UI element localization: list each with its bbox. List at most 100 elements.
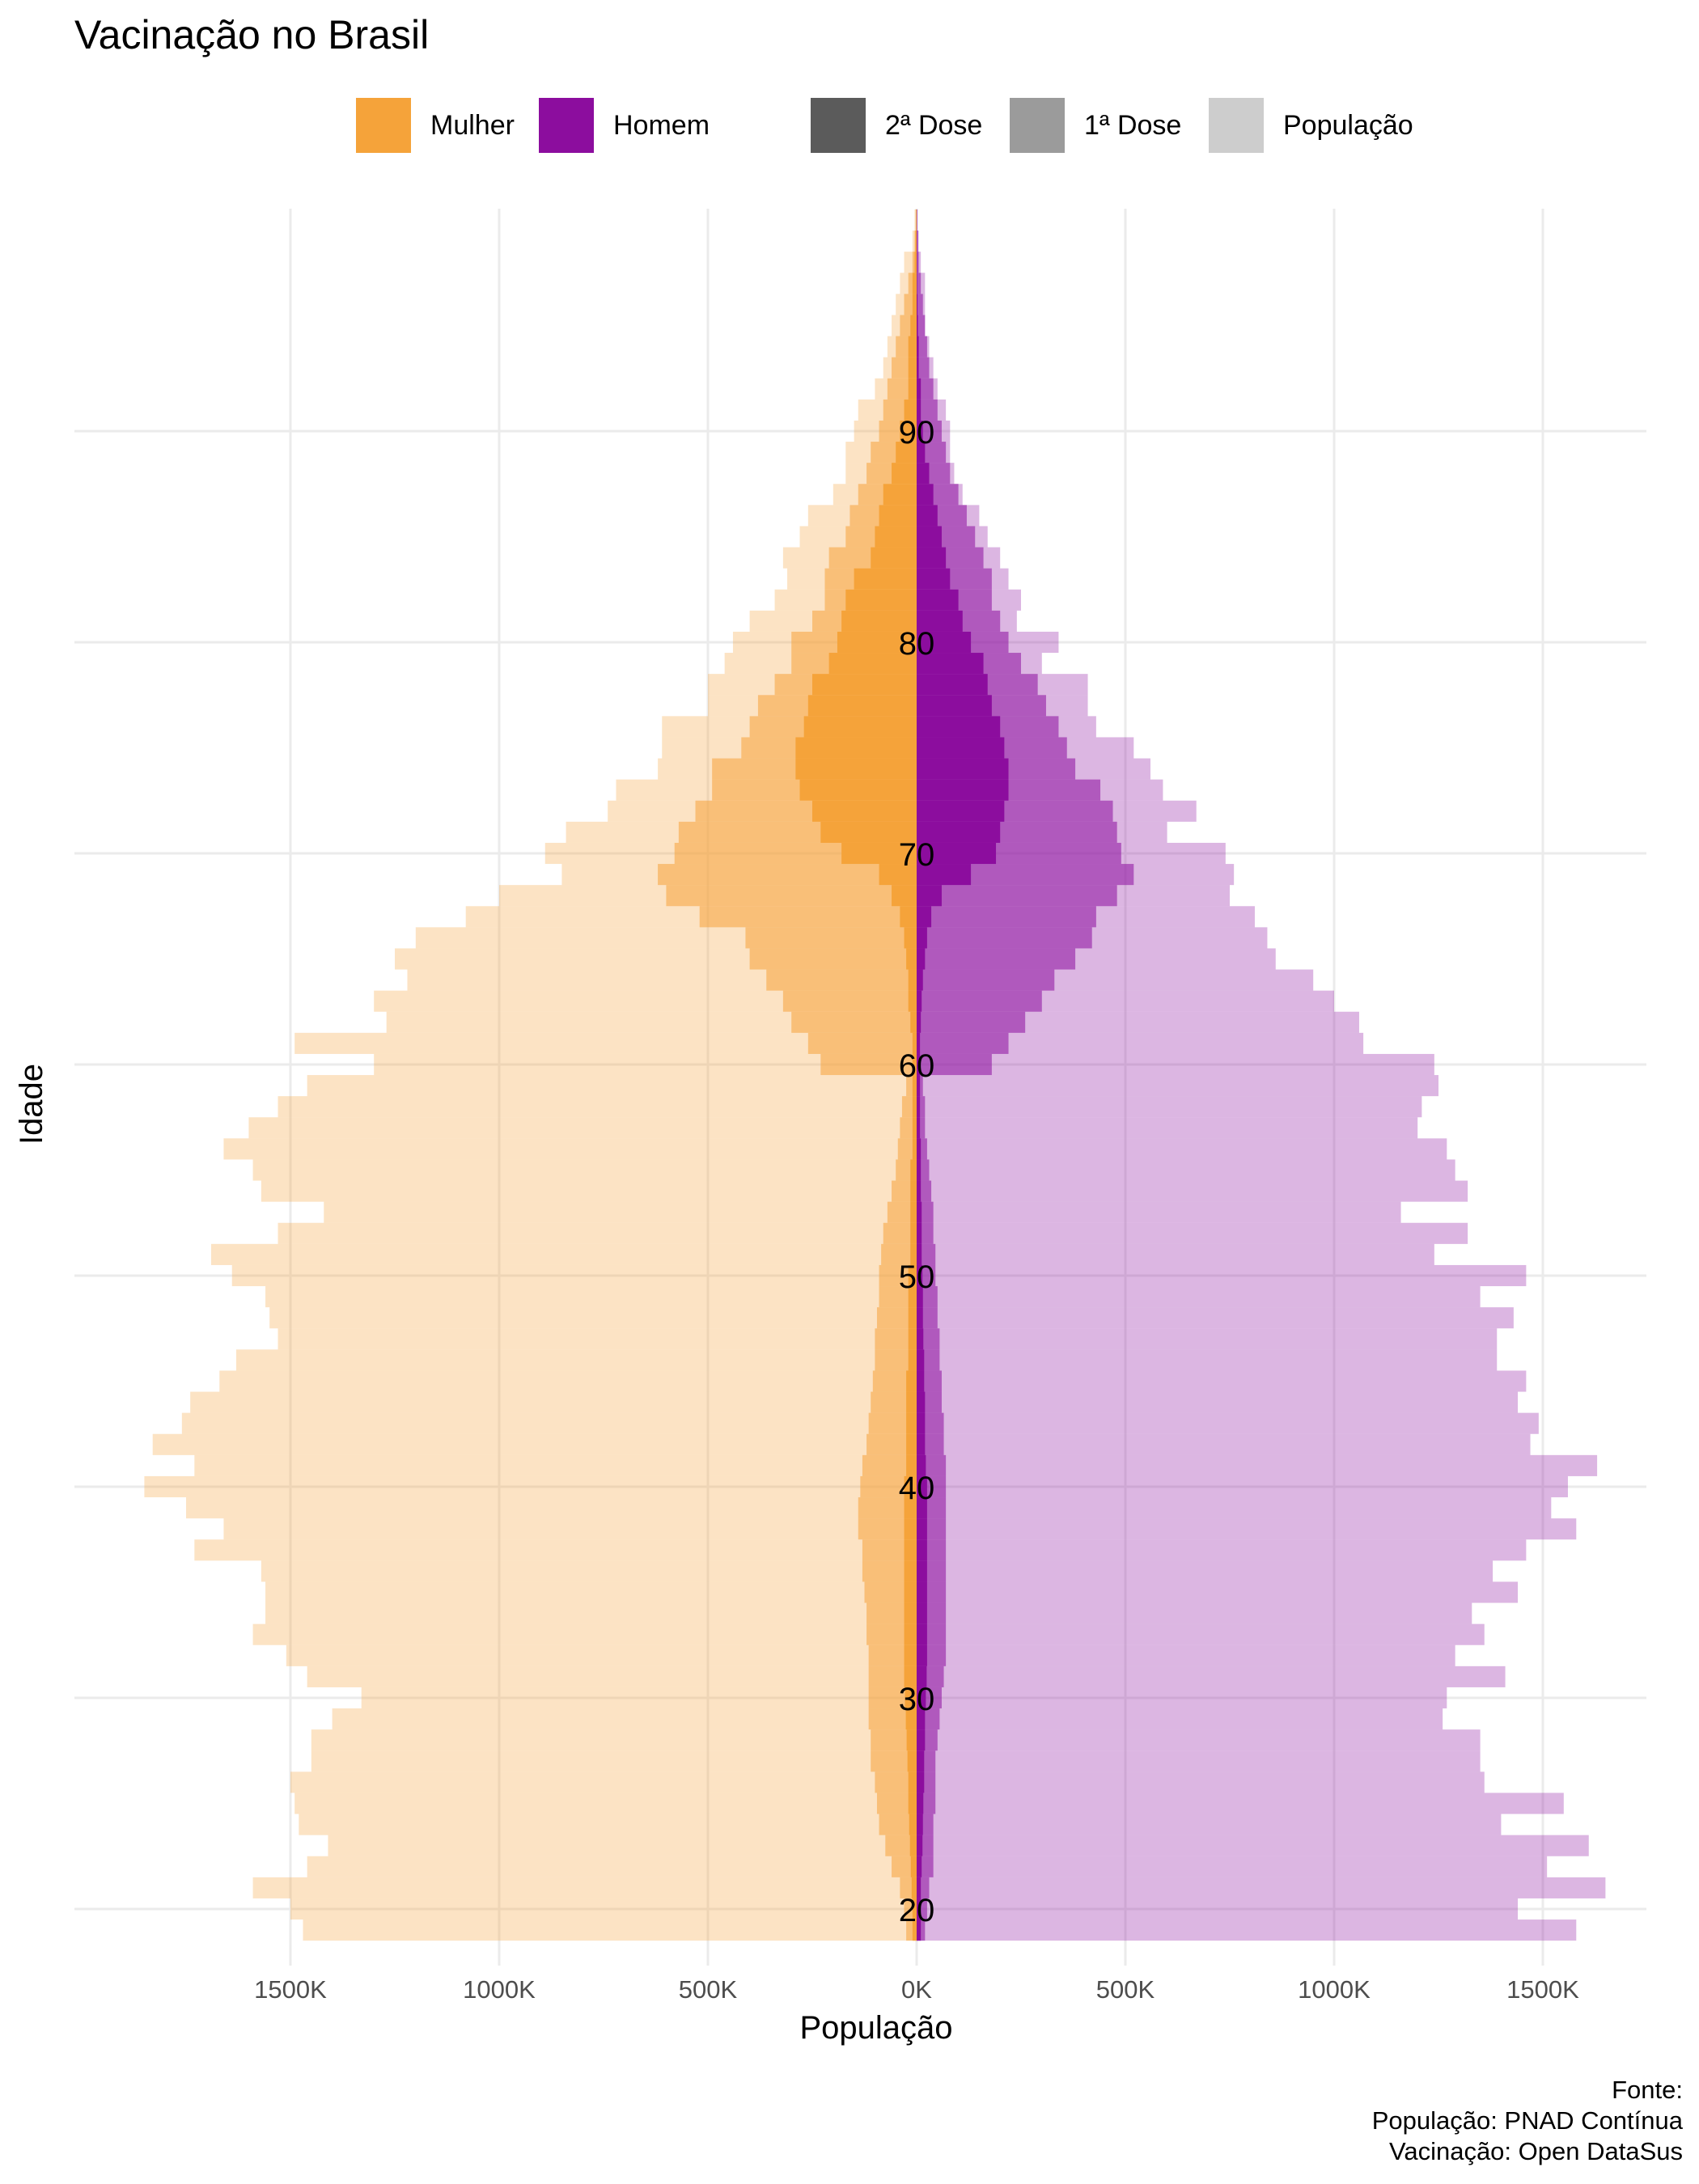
source-note: Fonte: População: PNAD Contínua Vacinaçã… — [1372, 2075, 1683, 2167]
bar-mulher-2a-dose — [910, 1180, 917, 1202]
bar-mulher-populacao — [311, 1750, 917, 1772]
bar-homem-2a-dose — [917, 315, 918, 336]
bar-mulher-1a-dose — [666, 885, 917, 907]
bar-homem-2a-dose — [917, 906, 932, 928]
age-tick-label: 50 — [899, 1259, 935, 1295]
bar-homem-populacao — [917, 1602, 1472, 1624]
legend-label-mulher: Mulher — [430, 109, 515, 141]
x-tick-label: 1000K — [463, 1975, 536, 2004]
bar-homem-populacao — [917, 1328, 1498, 1350]
bar-homem-populacao — [917, 1307, 1514, 1329]
bar-mulher-2a-dose — [915, 231, 917, 252]
bar-mulher-2a-dose — [904, 1560, 917, 1582]
bar-mulher-populacao — [252, 1623, 917, 1645]
legend-swatch-1a-dose — [1010, 98, 1065, 153]
bar-homem-populacao — [917, 1877, 1606, 1898]
age-tick-label: 20 — [899, 1893, 935, 1928]
x-tick-labels: 1500K 1000K 500K 0K 500K 1000K 1500K — [254, 1975, 1579, 2004]
bar-mulher-populacao — [248, 1117, 917, 1139]
bar-mulher-2a-dose — [910, 1011, 917, 1033]
bar-mulher-2a-dose — [904, 927, 917, 949]
bar-homem-populacao — [917, 1856, 1548, 1877]
bar-mulher-populacao — [194, 1539, 917, 1561]
bar-homem-2a-dose — [917, 547, 947, 569]
bar-mulher-populacao — [152, 1433, 917, 1455]
bar-homem-populacao — [917, 1391, 1519, 1413]
bar-mulher-2a-dose — [910, 315, 917, 336]
bar-mulher-2a-dose — [904, 1602, 917, 1624]
bar-mulher-2a-dose — [907, 1750, 917, 1772]
bar-homem-populacao — [917, 1539, 1527, 1561]
bar-mulher-2a-dose — [912, 1032, 917, 1054]
bar-homem-2a-dose — [917, 1328, 924, 1350]
bar-mulher-1a-dose — [897, 1138, 917, 1160]
bar-homem-2a-dose — [917, 716, 1001, 738]
bar-homem-2a-dose — [917, 1222, 922, 1244]
bar-homem-populacao — [917, 1433, 1531, 1455]
bar-homem-2a-dose — [917, 631, 972, 654]
bar-mulher-1a-dose — [749, 948, 917, 970]
bar-mulher-1a-dose — [766, 969, 917, 991]
bar-homem-populacao — [917, 252, 922, 273]
bar-homem-2a-dose — [917, 505, 938, 527]
bar-homem-1a-dose — [917, 990, 1042, 1012]
source-line-populacao: População: PNAD Contínua — [1371, 2106, 1683, 2135]
bar-mulher-2a-dose — [812, 800, 917, 822]
bar-homem-2a-dose — [917, 1264, 923, 1287]
bar-mulher-populacao — [265, 1286, 917, 1308]
bar-homem-populacao — [917, 1560, 1494, 1582]
bar-mulher-populacao — [181, 1412, 917, 1434]
bar-mulher-2a-dose — [879, 864, 917, 886]
bar-mulher-populacao — [286, 1644, 917, 1666]
bar-mulher-2a-dose — [904, 399, 917, 421]
bar-homem-populacao — [917, 1096, 1422, 1118]
bar-homem-1a-dose — [917, 1117, 926, 1139]
bar-mulher-populacao — [299, 1814, 917, 1835]
bar-mulher-populacao — [307, 1075, 917, 1097]
bar-mulher-2a-dose — [904, 1539, 917, 1561]
bar-mulher-2a-dose — [912, 1096, 917, 1118]
x-tick-label: 1500K — [1506, 1975, 1579, 2004]
bar-mulher-2a-dose — [845, 589, 917, 611]
bar-mulher-2a-dose — [904, 1666, 917, 1687]
bar-homem-1a-dose — [917, 336, 927, 358]
bar-homem-1a-dose — [917, 927, 1092, 949]
bar-homem-populacao — [917, 1581, 1519, 1603]
bar-homem-2a-dose — [917, 1349, 925, 1371]
bar-homem-1a-dose — [917, 273, 922, 294]
bar-mulher-1a-dose — [782, 990, 917, 1012]
bar-homem-2a-dose — [917, 695, 992, 717]
bar-homem-2a-dose — [917, 1623, 927, 1645]
bar-mulher-2a-dose — [892, 463, 917, 485]
bar-mulher-2a-dose — [883, 484, 917, 506]
bar-mulher-2a-dose — [892, 885, 917, 907]
bar-homem-populacao — [917, 1497, 1552, 1519]
bar-mulher-2a-dose — [904, 1497, 917, 1519]
bar-homem-2a-dose — [917, 927, 927, 949]
bar-homem-populacao — [917, 1623, 1485, 1645]
bar-homem-2a-dose — [917, 1053, 921, 1076]
bar-homem-2a-dose — [917, 990, 922, 1012]
bar-mulher-2a-dose — [828, 653, 917, 675]
bar-mulher-populacao — [261, 1180, 917, 1202]
bar-mulher-2a-dose — [906, 1412, 917, 1434]
bar-homem-1a-dose — [917, 294, 923, 315]
bar-mulher-populacao — [912, 231, 917, 252]
bar-mulher-2a-dose — [908, 1264, 917, 1287]
bar-mulher-2a-dose — [904, 1475, 917, 1498]
bar-mulher-2a-dose — [795, 737, 917, 759]
bar-mulher-2a-dose — [906, 948, 917, 970]
bar-mulher-2a-dose — [871, 547, 917, 569]
bar-homem-populacao — [917, 1898, 1519, 1920]
legend-swatch-populacao — [1209, 98, 1264, 153]
bar-homem-2a-dose — [917, 779, 1009, 801]
bar-homem-2a-dose — [917, 800, 1005, 822]
bar-homem-2a-dose — [917, 758, 1009, 780]
bar-mulher-2a-dose — [820, 821, 917, 843]
source-line-vacinacao: Vacinação: Open DataSus — [1388, 2137, 1683, 2165]
bar-homem-2a-dose — [917, 1687, 926, 1709]
bar-mulher-populacao — [914, 209, 917, 231]
bar-mulher-populacao — [278, 1222, 917, 1244]
bar-homem-2a-dose — [917, 1644, 927, 1666]
bar-mulher-populacao — [278, 1096, 917, 1118]
